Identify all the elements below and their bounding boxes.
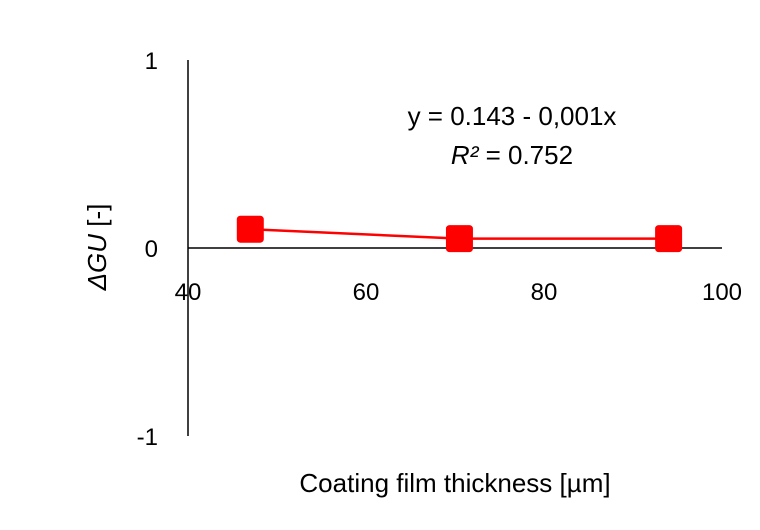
series-group xyxy=(236,215,683,253)
y-axis-title-symbol: ΔGU xyxy=(82,234,112,292)
x-tick-label: 100 xyxy=(702,279,742,306)
tick-labels: 40 60 80 100 -1 0 1 xyxy=(137,48,742,451)
x-axis-title: Coating film thickness [µm] xyxy=(299,468,610,498)
y-axis-title: ΔGU [-] xyxy=(82,204,112,292)
data-point-marker xyxy=(445,225,473,253)
r-squared-label: R² = 0.752 xyxy=(451,140,573,170)
y-tick-label: 1 xyxy=(145,48,158,75)
y-tick-label: -1 xyxy=(137,424,158,451)
x-tick-label: 80 xyxy=(531,279,558,306)
x-tick-label: 60 xyxy=(353,279,380,306)
r-squared-value: = 0.752 xyxy=(478,140,573,170)
r-squared-symbol: R² xyxy=(451,140,480,170)
regression-equation: y = 0.143 - 0,001x xyxy=(408,101,617,131)
data-point-marker xyxy=(655,225,683,253)
x-tick-label: 40 xyxy=(175,279,202,306)
data-point-marker xyxy=(236,215,264,243)
y-axis-title-unit: [-] xyxy=(82,204,112,234)
y-tick-label: 0 xyxy=(145,236,158,263)
